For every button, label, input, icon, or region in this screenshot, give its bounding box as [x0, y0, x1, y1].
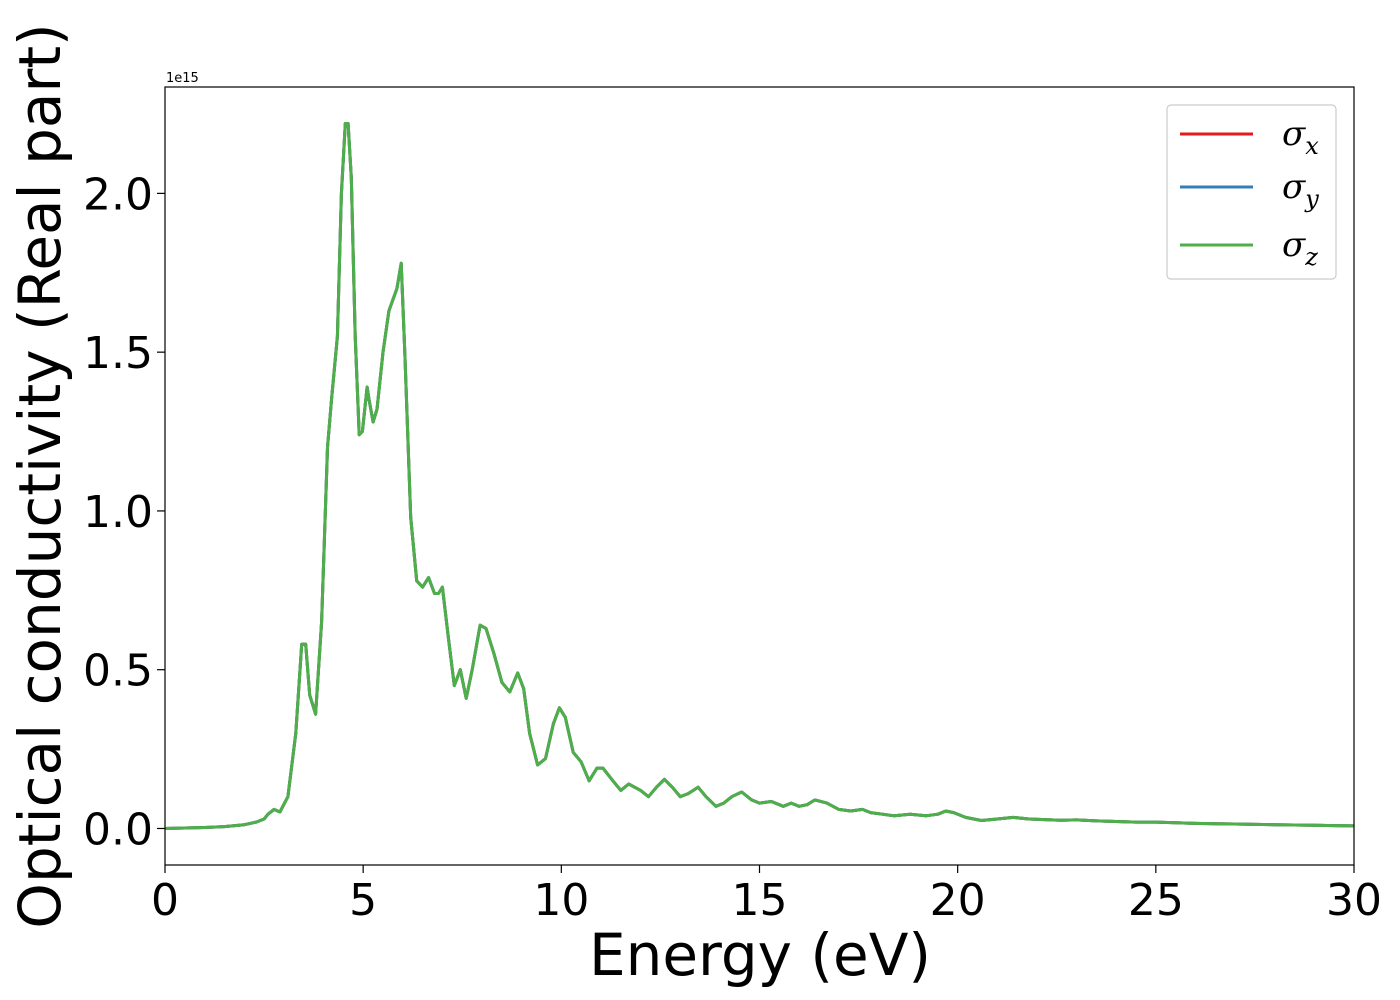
y-tick-label: 0.0: [83, 804, 153, 855]
x-tick-label: 5: [349, 875, 377, 926]
y-axis-label: Optical conductivity (Real part): [6, 23, 74, 928]
y-tick-label: 0.5: [83, 646, 153, 697]
y-axis-ticks: 0.0 0.5 1.0 1.5 2.0: [83, 169, 165, 855]
legend-label: σx: [1282, 114, 1319, 160]
plot-frame: [164, 86, 1355, 866]
x-tick-label: 15: [732, 875, 788, 926]
series-layer: [164, 122, 1355, 830]
y-tick-label: 1.0: [83, 487, 153, 538]
legend-label: σz: [1282, 225, 1318, 271]
legend-box: [1166, 104, 1337, 280]
x-axis-label: Energy (eV): [589, 921, 931, 989]
y-tick-label: 1.5: [83, 328, 153, 379]
x-axis-ticks: 0 5 10 15 20 25 30: [151, 865, 1382, 926]
x-tick-label: 20: [930, 875, 986, 926]
x-tick-label: 30: [1326, 875, 1382, 926]
y-offset-label: 1e15: [166, 71, 199, 86]
legend-label: σy: [1282, 167, 1319, 213]
x-tick-label: 0: [151, 875, 179, 926]
y-tick-label: 2.0: [83, 169, 153, 220]
x-tick-label: 25: [1128, 875, 1184, 926]
series-line-sigma-z: [164, 122, 1355, 830]
x-tick-label: 10: [533, 875, 589, 926]
legend: σx σy σz: [1166, 104, 1337, 280]
